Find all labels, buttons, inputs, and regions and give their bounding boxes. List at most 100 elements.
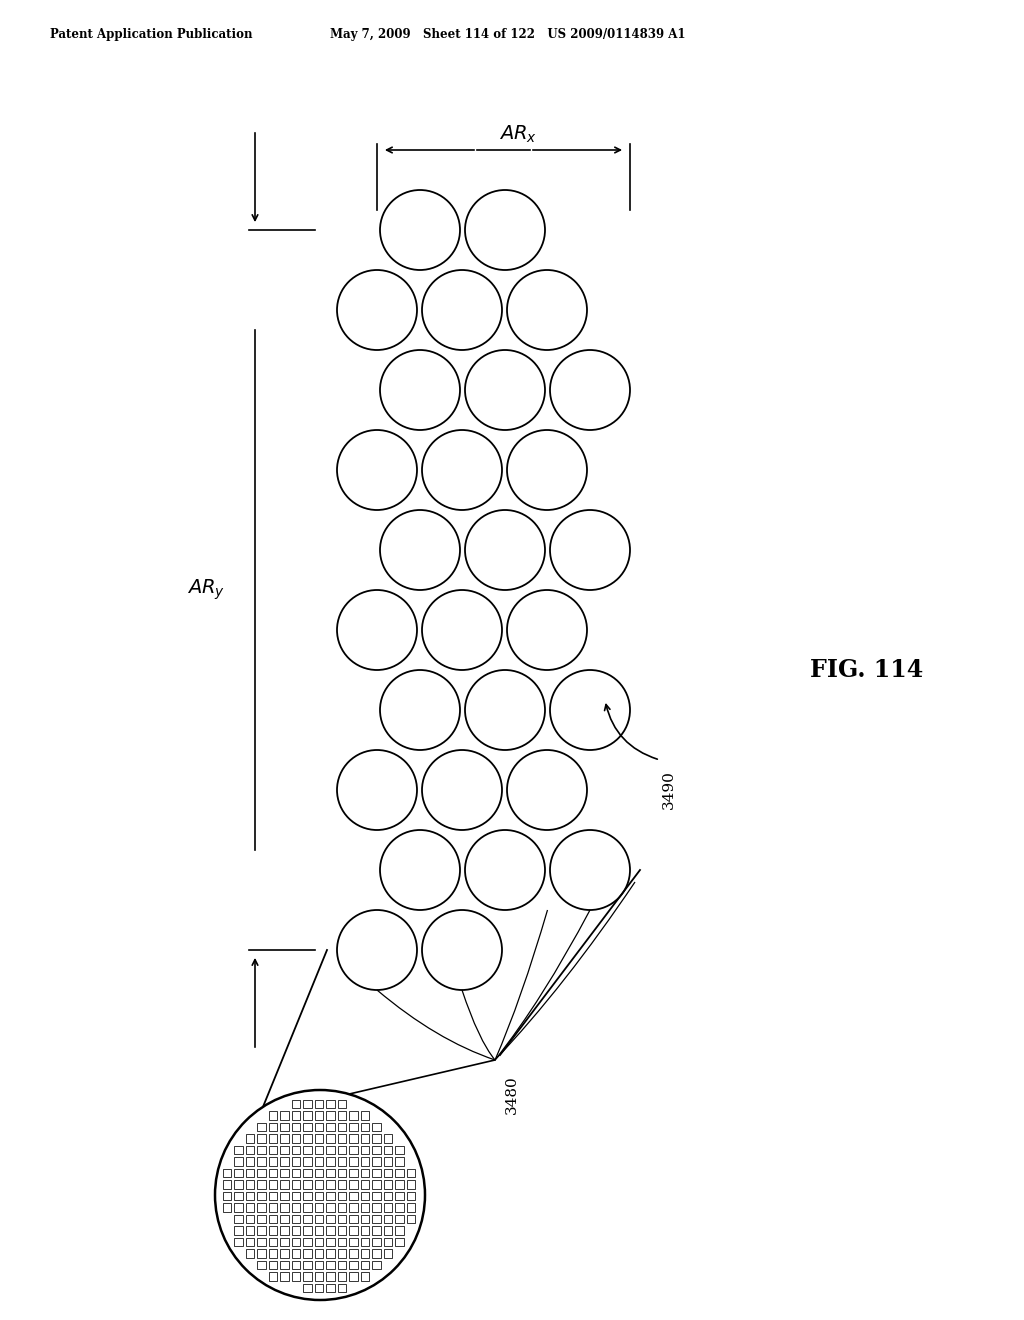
- Bar: [349, 1214, 357, 1224]
- Bar: [314, 1204, 324, 1212]
- Ellipse shape: [337, 590, 417, 671]
- Bar: [281, 1261, 289, 1270]
- Bar: [246, 1226, 254, 1234]
- Bar: [373, 1158, 381, 1166]
- Bar: [338, 1134, 346, 1143]
- Bar: [303, 1158, 311, 1166]
- Bar: [303, 1146, 311, 1154]
- Bar: [360, 1204, 370, 1212]
- Bar: [349, 1226, 357, 1234]
- Bar: [246, 1214, 254, 1224]
- Bar: [384, 1146, 392, 1154]
- Bar: [269, 1180, 278, 1189]
- Bar: [292, 1180, 300, 1189]
- Bar: [257, 1226, 265, 1234]
- Bar: [281, 1158, 289, 1166]
- Bar: [234, 1238, 243, 1246]
- Bar: [303, 1204, 311, 1212]
- Bar: [314, 1168, 324, 1177]
- Ellipse shape: [337, 430, 417, 510]
- Bar: [257, 1168, 265, 1177]
- Bar: [281, 1146, 289, 1154]
- Bar: [292, 1204, 300, 1212]
- Bar: [234, 1192, 243, 1200]
- Bar: [327, 1214, 335, 1224]
- Ellipse shape: [422, 271, 502, 350]
- Bar: [246, 1180, 254, 1189]
- Bar: [292, 1261, 300, 1270]
- Bar: [373, 1261, 381, 1270]
- Ellipse shape: [422, 430, 502, 510]
- Bar: [349, 1168, 357, 1177]
- Bar: [269, 1261, 278, 1270]
- Bar: [338, 1146, 346, 1154]
- Bar: [234, 1158, 243, 1166]
- Bar: [338, 1226, 346, 1234]
- Ellipse shape: [550, 830, 630, 909]
- Bar: [395, 1146, 403, 1154]
- Bar: [269, 1146, 278, 1154]
- Bar: [407, 1214, 415, 1224]
- Bar: [407, 1168, 415, 1177]
- Bar: [327, 1226, 335, 1234]
- Bar: [303, 1100, 311, 1109]
- Bar: [349, 1261, 357, 1270]
- Bar: [269, 1249, 278, 1258]
- Bar: [327, 1249, 335, 1258]
- Bar: [314, 1226, 324, 1234]
- Bar: [384, 1214, 392, 1224]
- Bar: [234, 1226, 243, 1234]
- Bar: [373, 1249, 381, 1258]
- Bar: [338, 1261, 346, 1270]
- Bar: [338, 1214, 346, 1224]
- Bar: [384, 1249, 392, 1258]
- Bar: [257, 1158, 265, 1166]
- Bar: [360, 1249, 370, 1258]
- Bar: [292, 1134, 300, 1143]
- Bar: [360, 1192, 370, 1200]
- Bar: [303, 1261, 311, 1270]
- Bar: [327, 1284, 335, 1292]
- Bar: [281, 1111, 289, 1119]
- Bar: [360, 1158, 370, 1166]
- Bar: [384, 1226, 392, 1234]
- Ellipse shape: [507, 750, 587, 830]
- Bar: [314, 1249, 324, 1258]
- Ellipse shape: [380, 671, 460, 750]
- Text: 3480: 3480: [505, 1074, 519, 1114]
- Bar: [246, 1249, 254, 1258]
- Bar: [338, 1111, 346, 1119]
- Bar: [384, 1238, 392, 1246]
- Bar: [327, 1204, 335, 1212]
- Bar: [327, 1146, 335, 1154]
- Bar: [246, 1134, 254, 1143]
- Bar: [234, 1168, 243, 1177]
- Bar: [314, 1272, 324, 1280]
- Bar: [281, 1238, 289, 1246]
- Bar: [303, 1214, 311, 1224]
- Bar: [349, 1192, 357, 1200]
- Bar: [373, 1214, 381, 1224]
- Bar: [338, 1204, 346, 1212]
- Text: Patent Application Publication: Patent Application Publication: [50, 28, 253, 41]
- Bar: [407, 1192, 415, 1200]
- Text: $AR_y$: $AR_y$: [186, 578, 225, 602]
- Bar: [314, 1238, 324, 1246]
- Bar: [257, 1204, 265, 1212]
- Bar: [257, 1249, 265, 1258]
- Bar: [360, 1180, 370, 1189]
- Bar: [360, 1168, 370, 1177]
- Bar: [360, 1226, 370, 1234]
- Bar: [292, 1123, 300, 1131]
- Ellipse shape: [422, 909, 502, 990]
- Bar: [223, 1192, 231, 1200]
- Bar: [303, 1272, 311, 1280]
- Bar: [303, 1111, 311, 1119]
- Bar: [246, 1238, 254, 1246]
- Bar: [395, 1226, 403, 1234]
- Bar: [373, 1238, 381, 1246]
- Bar: [303, 1238, 311, 1246]
- Bar: [281, 1134, 289, 1143]
- Bar: [257, 1134, 265, 1143]
- Bar: [269, 1111, 278, 1119]
